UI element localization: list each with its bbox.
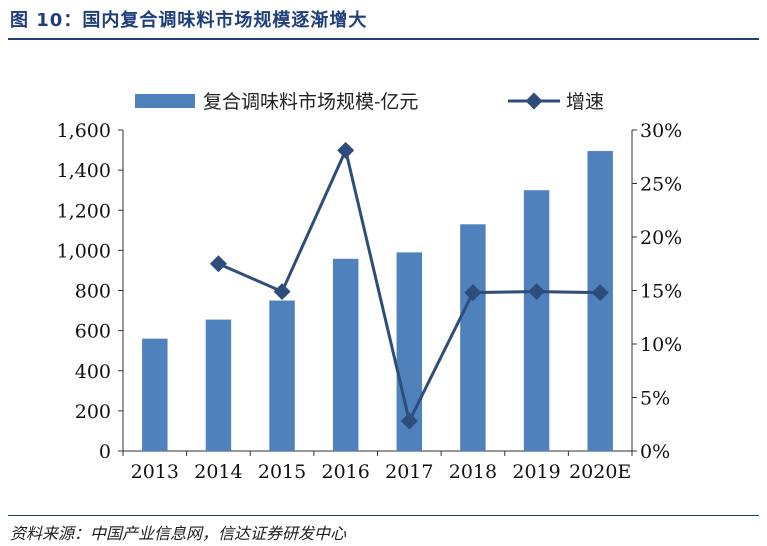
top-rule [8,38,759,40]
y-left-tick-label: 0 [99,441,111,463]
y-right-tick-label: 25% [640,174,682,196]
legend-label-line: 增速 [566,91,604,113]
y-right-tick-label: 30% [640,120,682,142]
legend-swatch-marker [525,92,543,110]
y-left-tick-label: 200 [75,401,111,423]
x-tick-label: 2018 [449,461,497,483]
y-left-tick-label: 1,600 [57,120,111,142]
growth-point [337,141,355,159]
bar [269,300,295,451]
x-tick-label: 2017 [385,461,433,483]
y-left-tick-label: 800 [75,281,111,303]
source-note: 资料来源：中国产业信息网，信达证券研发中心 [10,524,347,543]
x-tick-label: 2020E [569,461,631,483]
figure-title: 图 10：国内复合调味料市场规模逐渐增大 [10,10,368,31]
y-right-tick-label: 5% [640,388,670,410]
y-right-tick-label: 0% [640,441,670,463]
y-left-tick-label: 1,400 [57,160,111,182]
y-right-tick-label: 20% [640,227,682,249]
x-tick-label: 2015 [258,461,306,483]
growth-point [591,284,609,302]
x-tick-label: 2019 [512,461,560,483]
growth-point [464,284,482,302]
bar [460,224,486,451]
bar-series [142,151,613,452]
y-left-tick-label: 600 [75,321,111,343]
y-left-tick-label: 400 [75,361,111,383]
y-left-tick-label: 1,200 [57,200,111,222]
x-tick-label: 2016 [322,461,370,483]
growth-point [528,283,546,301]
x-tick-label: 2013 [131,461,179,483]
legend: 复合调味料市场规模-亿元 增速 [135,91,604,113]
growth-point [273,283,291,301]
bar [142,338,168,451]
y-left-tick-label: 1,000 [57,240,111,262]
bar [205,319,232,451]
growth-point [209,255,227,273]
x-tick-label: 2014 [194,461,242,483]
y-right-tick-label: 15% [640,281,682,303]
bar [332,258,359,451]
y-right-tick-label: 10% [640,334,682,356]
bottom-rule [8,515,759,516]
bar [523,190,550,451]
legend-label-bar: 复合调味料市场规模-亿元 [203,91,418,113]
legend-swatch-bar [135,94,195,108]
line-series [209,141,609,430]
growth-point [400,412,418,430]
